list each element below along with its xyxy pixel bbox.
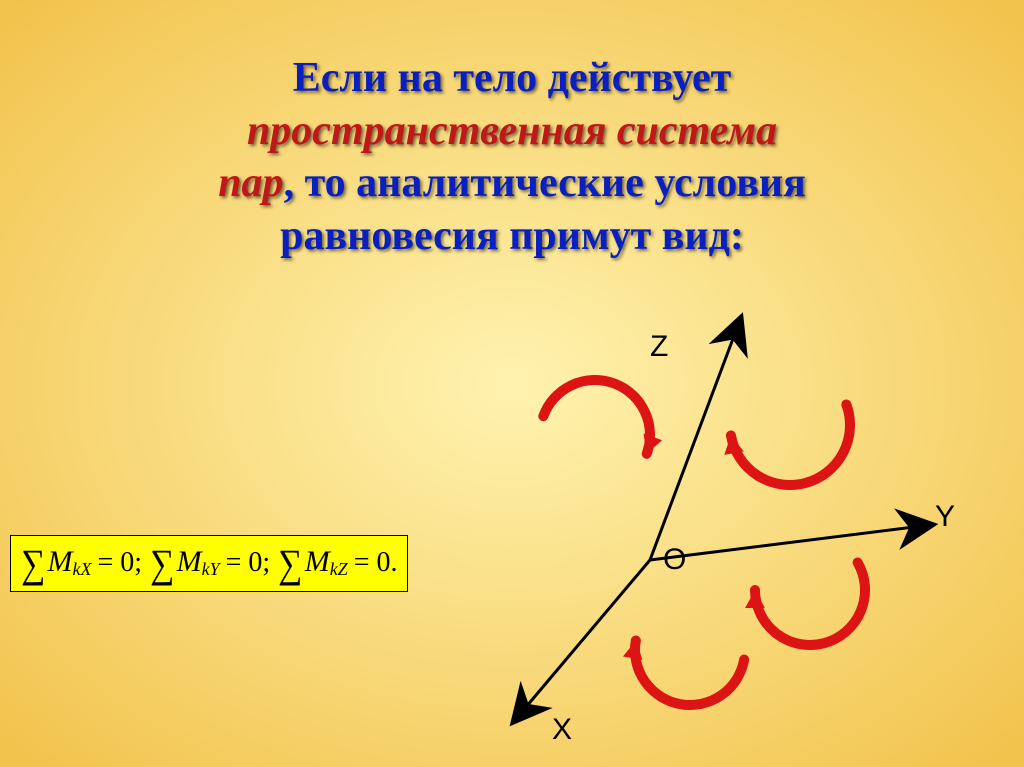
- sigma-icon: ∑: [150, 540, 174, 587]
- coordinate-diagram: [420, 300, 980, 750]
- formula-eq3: = 0.: [354, 547, 398, 578]
- formula-m2: M: [177, 545, 202, 578]
- formula-m3: M: [305, 545, 330, 578]
- sigma-icon: ∑: [21, 540, 45, 587]
- title-part-1: Если на тело действует: [293, 55, 732, 101]
- arc-top-right: [731, 404, 850, 485]
- arc-right: [755, 563, 865, 646]
- formula-sub2: kY: [202, 559, 220, 579]
- slide: Если на тело действует пространственная …: [0, 0, 1024, 767]
- z-axis-label: Z: [650, 330, 668, 364]
- title-part-5: равновесия примут вид:: [280, 213, 744, 259]
- formula-m1: M: [48, 545, 73, 578]
- arc-top-left: [543, 380, 650, 454]
- y-axis-label: Y: [935, 500, 955, 534]
- title-part-2-accent: пространственная система: [247, 108, 777, 154]
- formula-box: ∑MkX = 0; ∑MkY = 0; ∑MkZ = 0.: [10, 535, 408, 592]
- formula-sub3: kZ: [330, 559, 348, 579]
- formula-sub1: kX: [73, 559, 92, 579]
- title-part-4: , то аналитические условия: [284, 160, 806, 206]
- x-axis-label: X: [552, 713, 572, 747]
- formula-eq2: = 0;: [226, 547, 271, 578]
- title-part-3-accent: пар: [218, 160, 283, 206]
- formula-eq1: = 0;: [98, 547, 143, 578]
- arc-right-head: [745, 590, 765, 608]
- arc-bottom: [635, 640, 744, 705]
- origin-label: О: [663, 543, 686, 577]
- sigma-icon: ∑: [278, 540, 302, 587]
- title-block: Если на тело действует пространственная …: [60, 52, 964, 262]
